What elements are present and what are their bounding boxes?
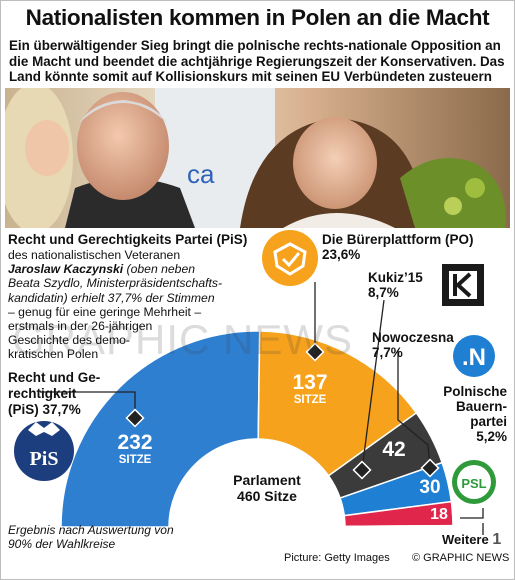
pis-desc-line: des nationalistischen Veteranen <box>8 248 181 262</box>
leader-lines <box>40 282 484 535</box>
po-logo <box>262 230 318 286</box>
weitere-label: Weitere 1 <box>442 531 502 548</box>
page-title: Nationalisten kommen in Polen an die Mac… <box>25 5 490 30</box>
weitere-seats: 1 <box>492 531 502 548</box>
leader-line <box>460 508 484 519</box>
leader-marker <box>125 408 145 428</box>
subtitle: Ein überwältigender Sieg bringt die poln… <box>9 38 509 85</box>
po-label: Die Bürerplattform (PO) 23,6% <box>322 232 474 262</box>
nowoczesna-logo: .N <box>453 335 495 377</box>
pis-logo: PiS <box>14 421 74 481</box>
leader-line <box>361 299 385 471</box>
leader-marker <box>420 458 440 478</box>
arc-weitere <box>344 524 454 528</box>
parliament-arcs <box>60 330 454 528</box>
pis-desc-line: kandidatin) erhielt 37,7% der Stimmen <box>8 290 215 305</box>
kukiz-logo <box>442 264 484 306</box>
photo-illustration: ca <box>5 88 510 228</box>
banner-text: ca <box>187 159 215 189</box>
pis-short-label: Recht und Ge- rechtigkeit (PiS) 37,7% <box>8 370 101 417</box>
pis-logo-text: PiS <box>30 448 59 470</box>
kukiz-label: Kukiz’15 8,7% <box>368 270 423 300</box>
pis-desc-line: Beata Szydlo, Ministerpräsidentschafts- <box>8 276 223 291</box>
photo: ca <box>5 88 510 228</box>
arc-center <box>169 439 345 527</box>
psl-logo: PSL <box>452 460 496 504</box>
watermark: GRAPHIC NEWS <box>12 316 354 363</box>
kaczynski-name: Jaroslaw Kaczynski <box>8 262 124 277</box>
nowoczesna-logo-text: .N <box>462 344 486 371</box>
photo-credit: Picture: Getty Images <box>284 552 390 564</box>
result-note: Ergebnis nach Auswertung von 90% der Wah… <box>8 523 174 551</box>
leader-marker <box>352 460 372 480</box>
subtitle-line: Land könnte somit auf Kollisionskurs mit… <box>9 69 492 85</box>
psl-logo-text: PSL <box>461 476 486 491</box>
leader-marker <box>305 342 325 362</box>
leader-line <box>397 350 431 469</box>
psl-seats: 18 <box>430 506 448 523</box>
pis-desc-line: kratischen Polen <box>8 347 99 362</box>
nowoczesna-label: Nowoczesna 7,7% <box>372 330 454 360</box>
subtitle-line: die Macht und beendet die achtjährige Re… <box>9 53 505 69</box>
parliament-label: Parlament 460 Sitze <box>233 472 301 504</box>
pis-seats: 232 SITZE <box>117 431 153 467</box>
pis-desc-line: – genug für eine geringe Mehrheit – <box>8 304 202 319</box>
pis-heading: Recht und Gerechtigkeits Partei (PiS) <box>8 232 248 247</box>
pis-description: des nationalistischen Veteranen Jaroslaw… <box>8 248 222 362</box>
pis-desc-line: Jaroslaw Kaczynski (oben neben <box>8 262 196 277</box>
pis-desc-line: erstmals in der 26-jährigen <box>8 319 153 334</box>
psl-label: Polnische Bauern- partei 5,2% <box>443 384 507 444</box>
copyright: © GRAPHIC NEWS <box>412 552 510 564</box>
nowoczesna-seats: 30 <box>419 477 441 498</box>
pis-desc-line: Geschichte des demo- <box>8 333 130 348</box>
po-seats: 137 SITZE <box>292 371 328 407</box>
subtitle-line: Ein überwältigender Sieg bringt die poln… <box>9 38 501 53</box>
kukiz-seats: 42 <box>382 438 406 461</box>
